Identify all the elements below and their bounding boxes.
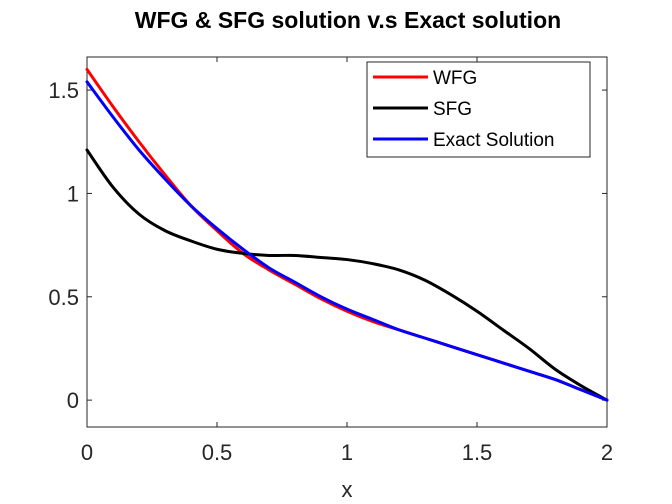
series-line-sfg bbox=[85, 148, 609, 402]
y-tick-label: 1.5 bbox=[48, 78, 79, 103]
chart-title: WFG & SFG solution v.s Exact solution bbox=[135, 7, 561, 33]
series-line-exact-solution bbox=[85, 80, 609, 402]
x-tick-label: 2 bbox=[601, 440, 613, 465]
legend-label-sfg: SFG bbox=[433, 99, 472, 120]
x-tick-label: 0 bbox=[81, 440, 93, 465]
y-tick-label: 0.5 bbox=[48, 285, 79, 310]
axis-ticks: 0 0.5 1 1.5 2 0 0.5 1 1.5 bbox=[48, 57, 613, 465]
series-layer bbox=[85, 67, 609, 402]
x-tick-label: 1 bbox=[341, 440, 353, 465]
y-tick-label: 1 bbox=[67, 181, 79, 206]
legend-label-wfg: WFG bbox=[433, 68, 477, 89]
x-tick-label: 1.5 bbox=[462, 440, 493, 465]
legend: WFG SFG Exact Solution bbox=[366, 61, 591, 158]
x-axis-label: x bbox=[342, 477, 353, 502]
y-tick-label: 0 bbox=[67, 388, 79, 413]
legend-items: WFG SFG Exact Solution bbox=[373, 68, 554, 151]
x-tick-label: 0.5 bbox=[202, 440, 233, 465]
legend-label-exact-solution: Exact Solution bbox=[433, 130, 554, 151]
